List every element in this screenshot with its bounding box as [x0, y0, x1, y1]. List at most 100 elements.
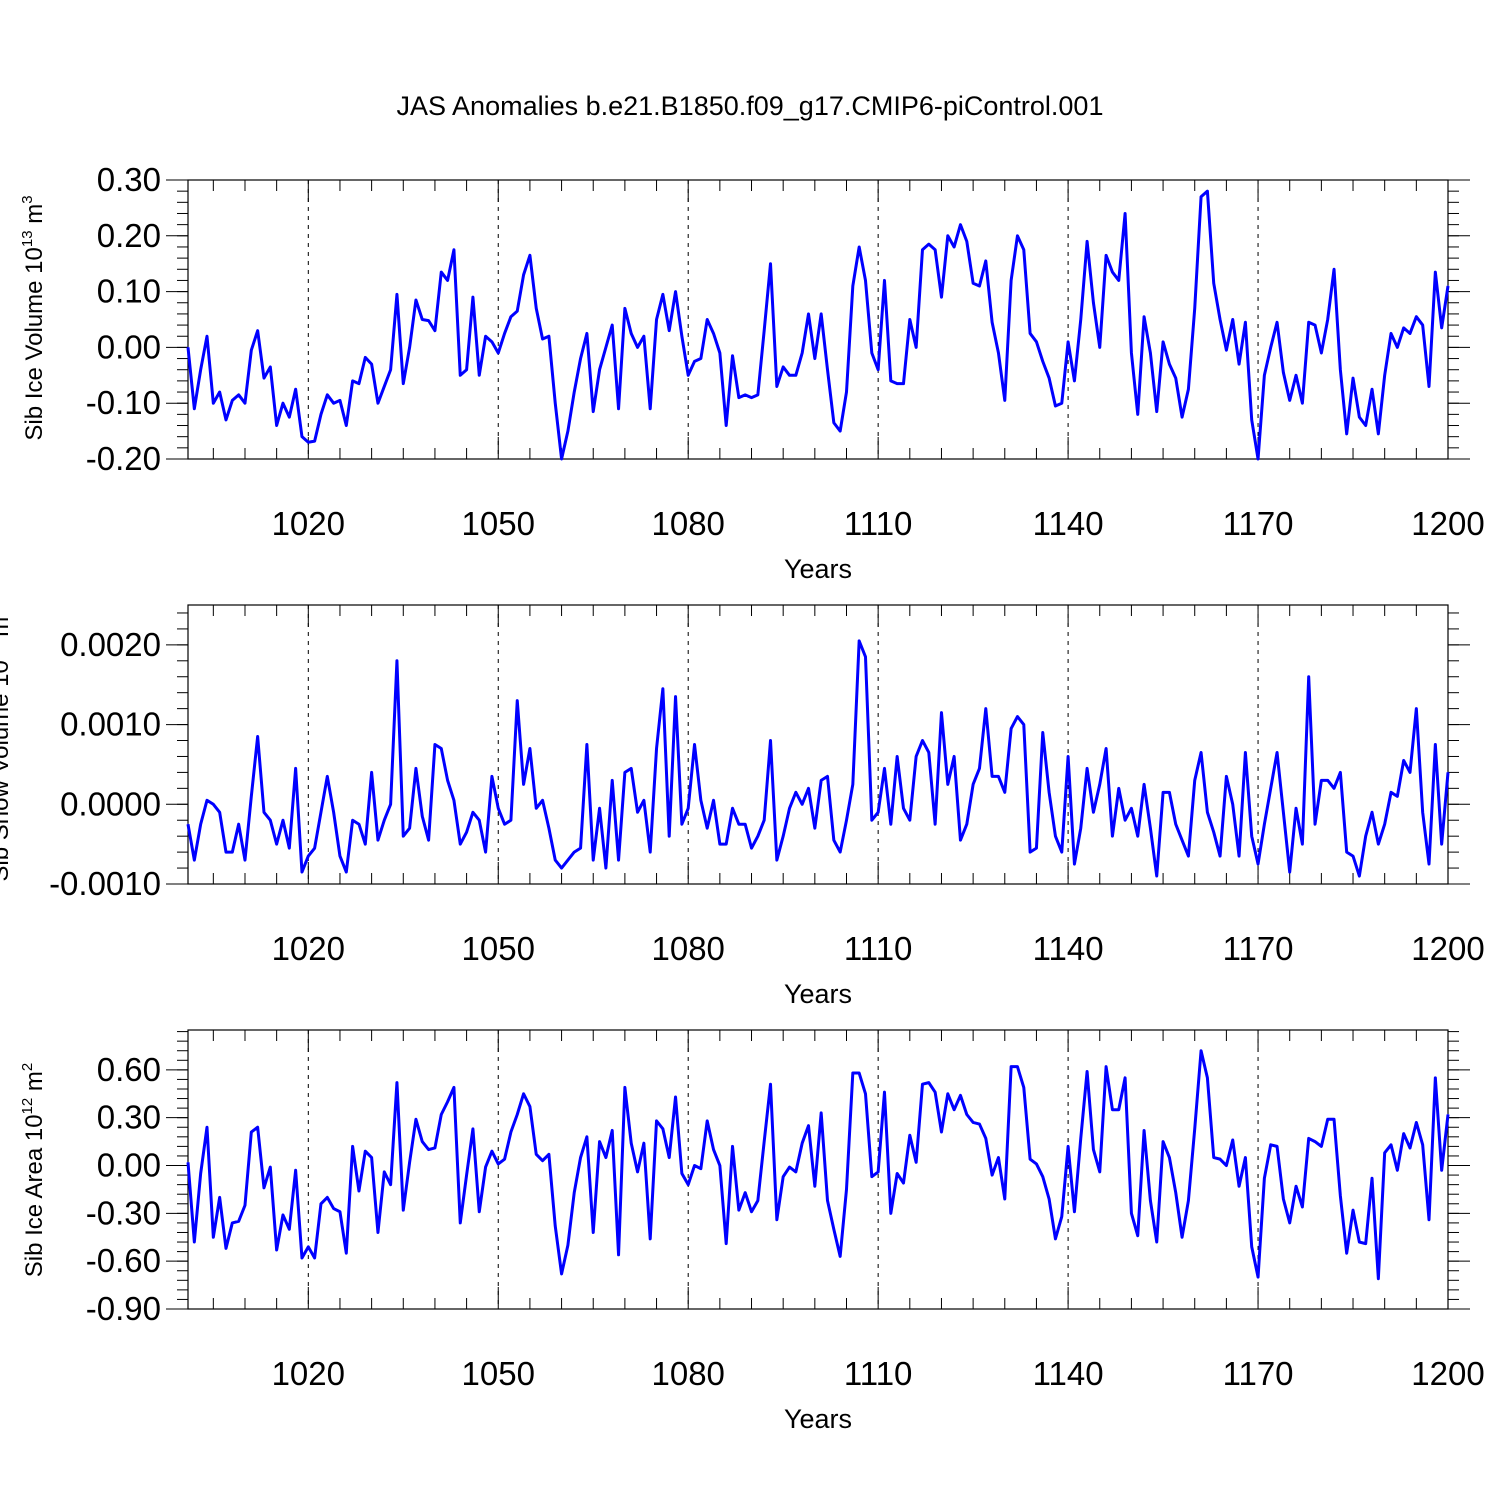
data-point [928, 751, 930, 754]
data-point [390, 1184, 392, 1186]
data-point [788, 1166, 791, 1168]
data-point [731, 807, 734, 809]
data-point [826, 775, 829, 777]
data-point [288, 847, 290, 849]
data-point [320, 413, 322, 415]
data-point [1130, 1212, 1133, 1214]
data-point [902, 383, 905, 385]
data-point [193, 859, 195, 861]
data-point [579, 847, 582, 849]
data-point [757, 835, 759, 837]
data-point [371, 1156, 373, 1159]
data-point [396, 293, 398, 295]
data-point [624, 771, 626, 774]
data-point [1023, 723, 1025, 726]
data-point [972, 282, 974, 284]
data-point [1048, 1198, 1050, 1200]
data-point [465, 831, 468, 833]
data-point [516, 700, 518, 702]
data-point [782, 1176, 784, 1178]
data-point [1016, 235, 1019, 237]
data-point [307, 1246, 309, 1248]
data-point [1257, 458, 1259, 460]
data-point [1156, 875, 1158, 877]
data-point [706, 318, 708, 321]
panel-snow-volume: Years Sib Snow Volume 1013 m3 -0.0010 0.0… [0, 604, 1485, 1009]
data-point [1175, 1192, 1177, 1194]
data-point [801, 352, 803, 354]
data-point [1054, 405, 1057, 407]
data-point [529, 254, 531, 256]
data-point [750, 1211, 753, 1213]
data-point [896, 755, 898, 758]
data-point [630, 1142, 632, 1144]
data-point [1099, 783, 1101, 785]
data-point [1396, 795, 1398, 797]
data-point [314, 1257, 316, 1259]
data-point [409, 1161, 411, 1163]
data-point [193, 1241, 195, 1243]
data-point [339, 855, 341, 857]
data-point [915, 346, 917, 348]
data-point [497, 352, 499, 354]
data-point [1251, 419, 1253, 421]
data-point [687, 807, 689, 809]
data-point [617, 408, 620, 410]
x-tick-label: 1020 [272, 1355, 345, 1392]
data-point [371, 363, 373, 365]
data-point [598, 807, 601, 809]
data-point [883, 279, 886, 282]
chart-title: JAS Anomalies b.e21.B1850.f09_g17.CMIP6-… [397, 91, 1104, 121]
data-point [947, 235, 949, 237]
data-point [763, 330, 765, 332]
y-tick-label: 0.60 [97, 1051, 161, 1088]
data-point [997, 1156, 1000, 1159]
data-point [1333, 787, 1335, 789]
data-point [250, 349, 252, 351]
data-point [1270, 1144, 1272, 1146]
data-point [1384, 823, 1386, 825]
x-tick-label: 1050 [462, 930, 535, 967]
data-point [326, 394, 328, 396]
data-point [1352, 1209, 1354, 1211]
data-point [586, 332, 588, 335]
data-point [845, 819, 848, 821]
data-point [1263, 1177, 1265, 1179]
data-point [1118, 1109, 1120, 1111]
data-point [814, 827, 816, 829]
data-point [826, 1199, 829, 1202]
data-point [1301, 1206, 1303, 1208]
data-point [1061, 402, 1063, 404]
data-point [1023, 1086, 1025, 1088]
data-point [605, 1156, 607, 1159]
data-point [1105, 254, 1107, 256]
data-point [1320, 779, 1322, 781]
data-point [1067, 755, 1069, 758]
data-point [934, 1091, 936, 1093]
data-point [598, 369, 601, 371]
data-point [1194, 307, 1196, 309]
data-point [1029, 1158, 1031, 1160]
data-point [1415, 316, 1417, 318]
data-point [1067, 1145, 1069, 1147]
data-point [421, 815, 423, 817]
data-point [554, 402, 556, 404]
data-point [681, 335, 683, 337]
plot-frame [187, 179, 1449, 460]
data-point [396, 1082, 398, 1084]
data-point [1156, 410, 1158, 413]
data-point [187, 1161, 189, 1163]
y-tick-label: 0.30 [97, 161, 161, 198]
data-point [1447, 285, 1449, 287]
data-point [1004, 399, 1006, 402]
data-point [966, 1113, 968, 1116]
data-point [1428, 385, 1430, 388]
series-line [186, 189, 1450, 461]
data-point [1377, 1278, 1379, 1280]
data-point [738, 397, 740, 399]
data-point [674, 291, 677, 293]
data-point [953, 1109, 955, 1111]
data-point [1390, 791, 1392, 793]
data-point [295, 1169, 297, 1171]
